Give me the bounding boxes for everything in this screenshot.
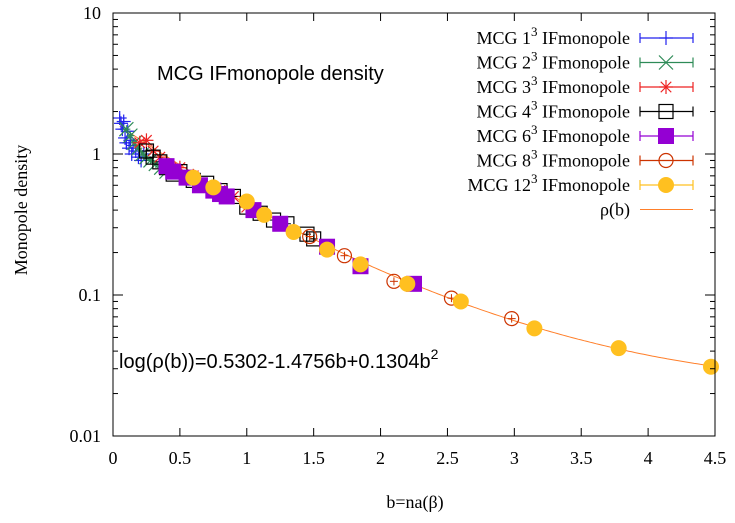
legend-marker	[659, 80, 673, 94]
legend-label: MCG 43 IFmonopole	[476, 98, 630, 122]
x-tick-label: 2.5	[436, 448, 459, 468]
data-point	[452, 293, 469, 310]
legend-marker	[658, 152, 674, 169]
data-point	[336, 248, 353, 264]
data-point	[610, 340, 627, 357]
data-point	[504, 311, 520, 327]
legend-label: MCG 33 IFmonopole	[476, 73, 630, 97]
y-tick-label: 0.1	[79, 285, 102, 305]
legend-label: MCG 63 IFmonopole	[476, 122, 630, 146]
data-point	[272, 215, 289, 232]
legend-marker	[659, 31, 673, 45]
x-tick-label: 4.5	[704, 448, 727, 468]
legend-label: MCG 123 IFmonopole	[467, 171, 630, 195]
legend-marker	[658, 177, 674, 193]
data-point	[399, 275, 416, 292]
data-point	[135, 146, 150, 162]
x-axis-label: b=na(β)	[386, 492, 443, 513]
data-point	[352, 256, 369, 273]
x-tick-label: 0	[109, 448, 118, 468]
data-point	[238, 193, 255, 210]
legend-label: MCG 83 IFmonopole	[476, 147, 630, 171]
x-tick-label: 4	[644, 448, 653, 468]
legend-marker	[658, 128, 674, 144]
x-tick-label: 1	[242, 448, 251, 468]
y-tick-label: 10	[83, 3, 101, 23]
data-point	[165, 163, 182, 180]
y-tick-label: 0.01	[70, 426, 102, 446]
data-point	[185, 169, 202, 186]
y-axis-label: Monopole density	[11, 145, 31, 276]
data-point	[139, 133, 154, 148]
legend-marker	[658, 55, 674, 70]
data-point	[702, 358, 719, 375]
chart-title: MCG IFmonopole density	[157, 63, 384, 85]
data-point	[256, 206, 273, 223]
legend-marker	[658, 103, 674, 120]
fit-equation-text: log(ρ(b))=0.5302-1.4756b+0.1304b	[119, 351, 431, 373]
plot-frame	[112, 12, 716, 437]
y-tick-label: 1	[92, 144, 101, 164]
data-point	[205, 179, 222, 196]
x-tick-label: 0.5	[169, 448, 192, 468]
data-point	[319, 241, 336, 258]
legend-label: MCG 23 IFmonopole	[476, 49, 630, 73]
legend-label: MCG 13 IFmonopole	[476, 24, 630, 48]
fit-equation-exponent: 2	[431, 346, 439, 362]
x-tick-label: 3	[510, 448, 519, 468]
x-tick-label: 1.5	[302, 448, 325, 468]
data-point	[302, 228, 318, 245]
x-tick-label: 3.5	[570, 448, 593, 468]
data-point	[526, 320, 543, 337]
x-tick-label: 2	[376, 448, 385, 468]
data-point	[285, 223, 302, 240]
data-point	[218, 188, 235, 205]
data-point	[132, 135, 147, 150]
legend-label: ρ(b)	[600, 200, 630, 221]
fit-equation-annotation: log(ρ(b))=0.5302-1.4756b+0.1304b2	[119, 346, 439, 373]
